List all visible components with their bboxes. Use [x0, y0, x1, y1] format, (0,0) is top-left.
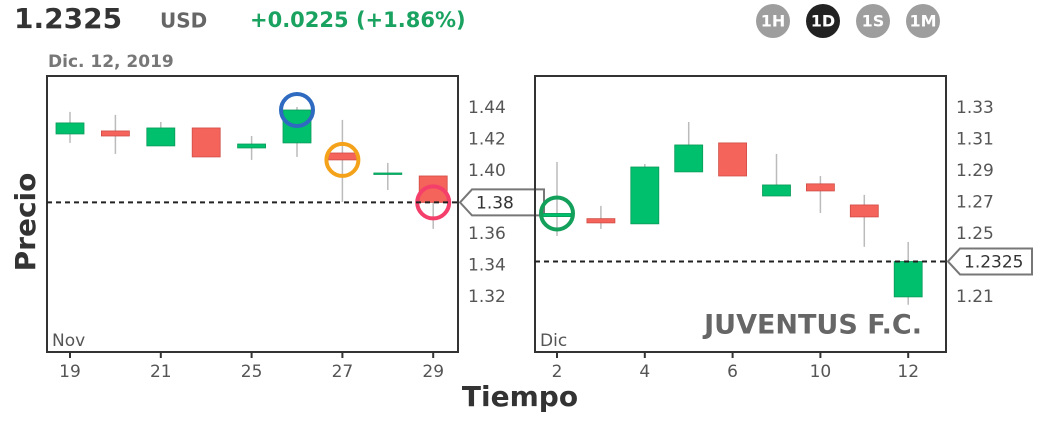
range-button-label: 1S — [862, 12, 885, 31]
plot-frame — [534, 75, 947, 353]
watermark: JUVENTUS F.C. — [702, 310, 922, 341]
x-tick-label: 19 — [59, 362, 81, 382]
highlight-circle — [324, 141, 361, 178]
range-button[interactable]: 1H — [756, 4, 790, 38]
x-tick-label: 27 — [332, 362, 354, 382]
y-tick-label: 1.25 — [956, 224, 994, 244]
x-tick-label: 12 — [897, 362, 919, 382]
price-change: +0.0225 (+1.86%) — [250, 8, 466, 32]
date: Dic. 12, 2019 — [48, 52, 174, 72]
candle-body — [146, 127, 176, 147]
candle-body — [327, 152, 357, 161]
x-axis-label: Tiempo — [462, 380, 578, 413]
price: 1.2325 — [14, 2, 122, 35]
range-button-label: 1D — [811, 12, 835, 31]
range-button-bg — [806, 4, 840, 38]
candle-body — [55, 122, 85, 135]
y-axis-label: Precio — [9, 173, 42, 272]
candle-body — [718, 142, 747, 177]
range-button-bg — [906, 4, 940, 38]
candle-body — [373, 172, 403, 175]
highlight-circle — [279, 92, 315, 129]
period-label: Dic — [540, 331, 567, 351]
x-tick-label: 4 — [639, 362, 650, 382]
range-button-bg — [856, 4, 890, 38]
candle-body — [806, 183, 835, 192]
candle-body — [237, 143, 267, 149]
y-tick-label: 1.31 — [956, 129, 994, 149]
y-tick-label: 1.21 — [956, 287, 994, 307]
x-tick-label: 21 — [150, 362, 172, 382]
x-tick-label: 2 — [552, 362, 563, 382]
candle-body — [893, 261, 923, 298]
y-tick-label: 1.27 — [956, 192, 994, 212]
candle-body — [630, 166, 660, 225]
y-tick-label: 1.42 — [468, 129, 506, 149]
currency: USD — [160, 9, 207, 33]
x-tick-label: 6 — [727, 362, 738, 382]
range-button[interactable]: 1S — [856, 4, 890, 38]
price-marker-box — [946, 247, 1033, 276]
y-tick-label: 1.36 — [468, 224, 506, 244]
y-tick-label: 1.32 — [468, 287, 506, 307]
range-button-label: 1H — [761, 12, 786, 31]
candle-body — [849, 204, 879, 218]
range-button-bg — [756, 4, 790, 38]
price-marker-label: 1.38 — [476, 193, 514, 213]
y-tick-label: 1.40 — [468, 161, 506, 181]
x-tick-label: 10 — [810, 362, 832, 382]
range-button[interactable]: 1M — [906, 4, 940, 38]
period-label: Nov — [52, 331, 85, 351]
y-tick-label: 1.29 — [956, 161, 994, 181]
y-tick-label: 1.33 — [956, 98, 994, 118]
x-tick-label: 29 — [422, 362, 444, 382]
candle-body — [101, 130, 130, 137]
range-button[interactable]: 1D — [806, 4, 840, 38]
candle-body — [542, 213, 572, 217]
range-button-label: 1M — [909, 12, 936, 31]
y-tick-label: 1.34 — [468, 255, 506, 275]
candle-body — [191, 127, 221, 158]
highlight-circle — [539, 195, 575, 232]
y-tick-label: 1.44 — [468, 98, 506, 118]
candle-body — [762, 184, 791, 197]
candle-body — [674, 144, 704, 173]
x-tick-label: 25 — [241, 362, 263, 382]
candle-body — [586, 218, 616, 224]
price-marker-label: 1.2325 — [964, 252, 1023, 272]
plot-frame — [46, 75, 459, 353]
